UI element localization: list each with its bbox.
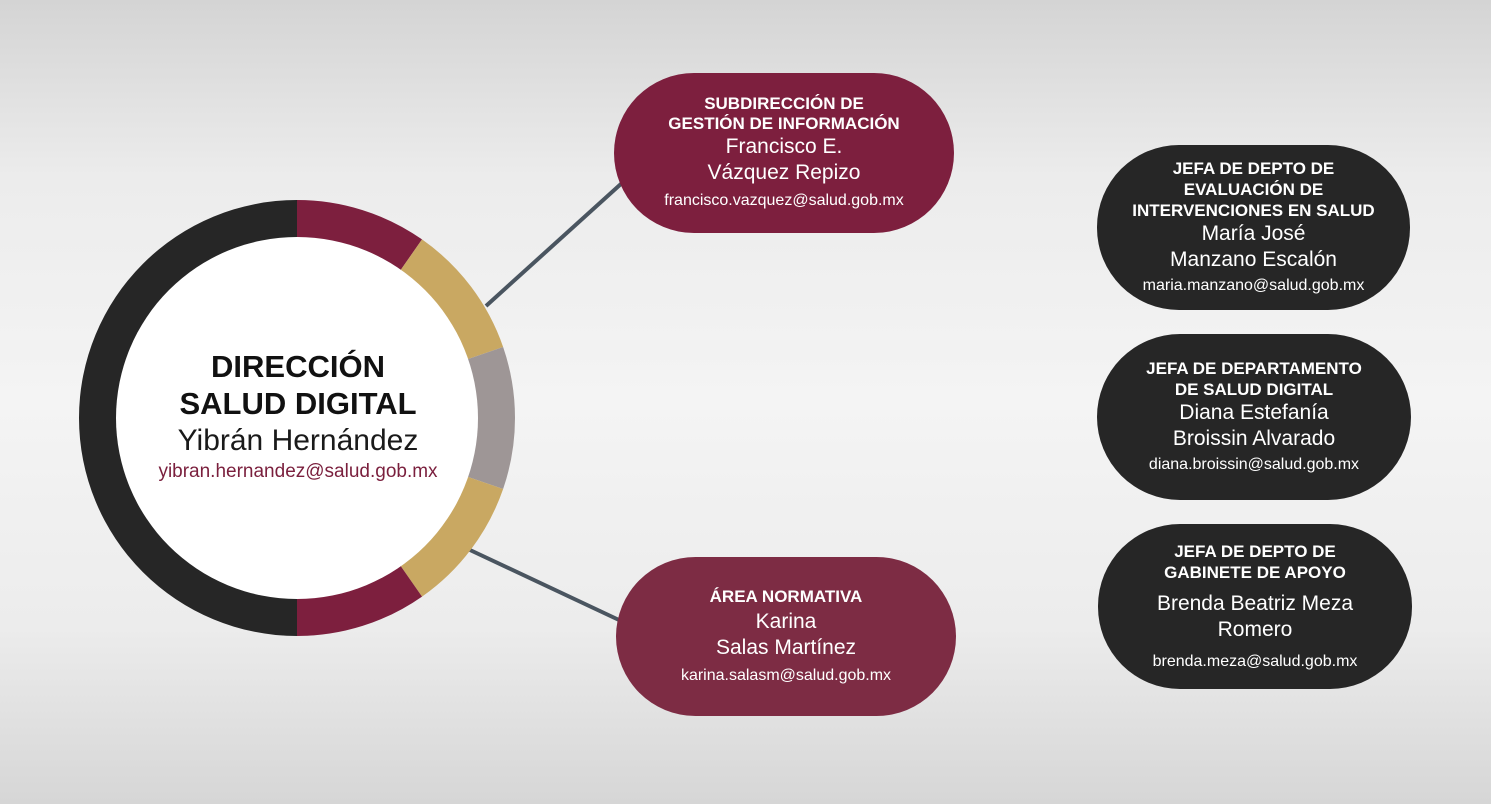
center-circle [116,237,478,599]
connector-line-top [484,181,624,308]
unit-person-name: Karina Salas Martínez [715,609,857,659]
unit-person-name: Brenda Beatriz Meza Romero [1156,591,1354,641]
unit-person-name: Francisco E. Vázquez Repizo [707,135,861,184]
unit-title: JEFA DE DEPARTAMENTO DE SALUD DIGITAL [1146,359,1362,399]
unit-title: ÁREA NORMATIVA [709,586,863,606]
unit-title: JEFA DE DEPTO DE GABINETE DE APOYO [1164,541,1346,582]
center-email: yibran.hernandez@salud.gob.mx [158,461,438,482]
center-node: DIRECCIÓN SALUD DIGITAL Yibrán Hernández… [118,236,478,596]
unit-departamento-salud-digital: JEFA DE DEPARTAMENTO DE SALUD DIGITAL Di… [1097,334,1411,500]
unit-person-name: María José Manzano Escalón [1170,222,1337,271]
ring-segment-maroon-bottom [297,563,423,636]
ring-segment-gold-top [399,239,504,361]
unit-evaluacion-intervenciones: JEFA DE DEPTO DE EVALUACIÓN DE INTERVENC… [1097,145,1410,310]
center-title-line2: SALUD DIGITAL [179,386,417,421]
unit-subdireccion-gestion-informacion: SUBDIRECCIÓN DE GESTIÓN DE INFORMACIÓN F… [614,73,954,233]
center-ring [79,200,515,636]
ring-segment-dark [79,200,297,636]
unit-title: SUBDIRECCIÓN DE GESTIÓN DE INFORMACIÓN [668,94,900,133]
unit-email: francisco.vazquez@salud.gob.mx [664,192,904,209]
center-name: Yibrán Hernández [177,424,419,457]
center-title-line1: DIRECCIÓN [211,349,385,384]
unit-email: diana.broissin@salud.gob.mx [1148,456,1360,473]
ring-segment-maroon-top [297,200,423,273]
connector-line-bottom [469,548,620,622]
ring-segment-gold-bottom [399,475,504,597]
unit-email: karina.salasm@salud.gob.mx [680,666,892,684]
unit-gabinete-apoyo: JEFA DE DEPTO DE GABINETE DE APOYO Brend… [1098,524,1412,689]
unit-area-normativa: ÁREA NORMATIVA Karina Salas Martínez kar… [616,557,956,716]
unit-email: maria.manzano@salud.gob.mx [1142,277,1365,294]
unit-title: JEFA DE DEPTO DE EVALUACIÓN DE INTERVENC… [1132,159,1375,220]
unit-email: brenda.meza@salud.gob.mx [1152,652,1358,670]
unit-person-name: Diana Estefanía Broissin Alvarado [1172,401,1336,450]
ring-segment-gray [465,347,515,489]
